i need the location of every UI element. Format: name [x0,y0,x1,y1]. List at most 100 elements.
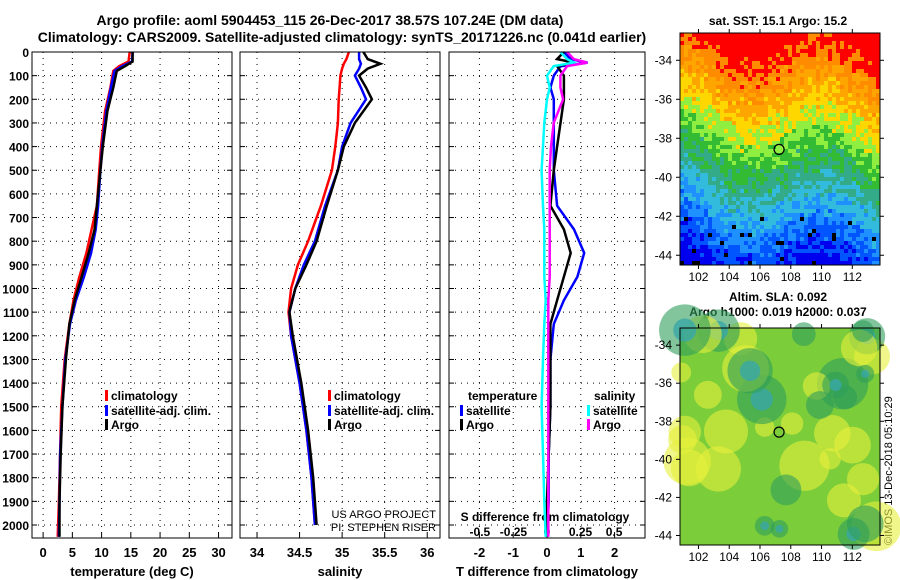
map-cell [712,77,716,81]
map-cell [716,133,720,137]
map-cell [760,257,764,261]
map-cell [820,213,824,217]
x-tick-label: 25 [182,545,196,560]
map-cell [876,153,880,157]
map-cell [684,245,688,249]
map-cell [680,189,684,193]
map-cell [704,73,708,77]
map-cell [720,221,724,225]
map-cell [696,141,700,145]
lat-tick-label: -40 [655,452,673,466]
map-cell [760,229,764,233]
map-cell [704,145,708,149]
map-cell [768,41,772,45]
map-cell [776,141,780,145]
map-cell [848,193,852,197]
map-cell [804,117,808,121]
map-cell [696,89,700,93]
map-cell [776,205,780,209]
map-cell [684,193,688,197]
map-cell [860,145,864,149]
map-cell [804,181,808,185]
argo-position-marker [773,143,785,155]
map-cell [788,41,792,45]
map-cell [732,37,736,41]
map-cell [704,165,708,169]
map-cell [692,225,696,229]
map-cell [720,125,724,129]
map-cell [792,137,796,141]
sla-map: 102 104 106 108 110 112-34-36-38-40-42-44 [655,304,900,564]
map-cell [720,121,724,125]
map-cell [756,225,760,229]
map-cell [788,49,792,53]
map-cell [864,257,868,261]
map-cell [692,181,696,185]
map-cell [680,205,684,209]
map-cell [876,249,880,253]
map-cell [728,89,732,93]
map-cell [700,105,704,109]
map-cell [816,161,820,165]
map-cell [736,157,740,161]
map-cell [840,133,844,137]
map-cell [820,117,824,121]
map-cell [768,149,772,153]
map-cell [776,53,780,57]
map-cell [848,105,852,109]
map-cell [804,209,808,213]
map-cell [740,261,744,265]
sla-eddy-core [829,378,842,392]
map-cell [756,61,760,65]
map-cell [804,221,808,225]
map-cell [760,249,764,253]
map-cell [792,157,796,161]
map-cell [836,221,840,225]
map-cell [864,69,868,73]
map-cell [744,149,748,153]
map-cell [760,113,764,117]
map-cell [768,141,772,145]
map-cell [772,53,776,57]
map-cell [820,233,824,237]
map-cell [708,85,712,89]
map-cell [816,241,820,245]
map-cell [732,225,736,229]
map-cell [776,105,780,109]
map-cell [768,225,772,229]
map-cell [692,97,696,101]
map-cell [692,161,696,165]
map-cell [708,97,712,101]
x-tick-label: 36 [420,545,434,560]
map-cell [680,77,684,81]
map-cell [800,217,804,221]
lon-tick-label: 106 [750,550,770,564]
map-cell [828,161,832,165]
map-cell [736,61,740,65]
map-cell [796,69,800,73]
map-cell [736,213,740,217]
map-cell [836,261,840,265]
map-cell [808,205,812,209]
map-cell [776,233,780,237]
map-cell [688,125,692,129]
map-cell [868,229,872,233]
map-cell [784,157,788,161]
map-cell [752,237,756,241]
map-cell [708,253,712,257]
map-cell [744,73,748,77]
map-cell [832,121,836,125]
x-tick-label: 2 [611,545,618,560]
map-cell [760,253,764,257]
y-tick-label: 2000 [2,519,29,533]
map-cell [688,77,692,81]
map-cell [764,137,768,141]
map-cell [768,117,772,121]
map-cell [816,229,820,233]
map-cell [716,101,720,105]
map-cell [784,165,788,169]
map-cell [732,125,736,129]
map-cell [808,173,812,177]
map-cell [732,221,736,225]
map-cell [804,45,808,49]
